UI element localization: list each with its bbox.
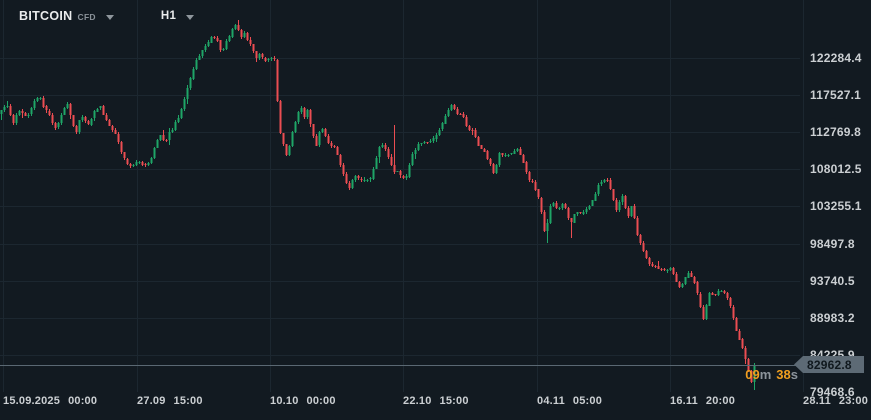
time-axis-label: 28.11 23:00 <box>803 395 869 407</box>
time-axis-label: 27.09 15:00 <box>137 395 203 407</box>
price-axis-label: 112769.8 <box>810 124 861 139</box>
price-axis-label: 98497.8 <box>810 236 855 251</box>
time-axis-label: 16.11 20:00 <box>670 395 736 407</box>
price-axis-label: 117527.1 <box>810 87 861 102</box>
time-axis-label: 22.10 15:00 <box>403 395 469 407</box>
price-axis-label: 103255.1 <box>810 199 862 214</box>
current-price-tag: 82962.8 <box>794 356 864 373</box>
current-price-value: 82962.8 <box>807 357 852 372</box>
price-axis-label: 88983.2 <box>810 310 855 325</box>
timeframe-label: H1 <box>160 10 177 22</box>
instrument-selector[interactable]: BITCOIN CFD <box>19 9 114 23</box>
chevron-down-icon <box>105 14 114 20</box>
countdown-seconds-unit: s <box>790 367 798 382</box>
countdown-seconds: 38 <box>776 367 791 382</box>
time-axis-label: 04.11 05:00 <box>537 395 603 407</box>
time-axis-label: 15.09.2025 00:00 <box>3 395 98 407</box>
candlestick-series <box>0 20 756 390</box>
countdown-minutes: 09 <box>745 367 760 382</box>
timeframe-selector[interactable]: H1 <box>160 10 195 22</box>
time-axis-label: 10.10 00:00 <box>270 395 336 407</box>
instrument-name: BITCOIN <box>19 9 73 23</box>
price-axis-label: 79468.6 <box>810 385 855 400</box>
price-axis-label: 93740.5 <box>810 273 855 288</box>
candle-countdown-timer: 09m 38s <box>745 367 798 382</box>
instrument-type-badge: CFD <box>77 12 96 22</box>
chart-header: BITCOIN CFD H1 <box>19 9 195 23</box>
price-axis-label: 108012.5 <box>810 162 862 177</box>
price-axis-label: 122284.4 <box>810 50 862 65</box>
chevron-down-icon <box>186 14 195 20</box>
countdown-minutes-unit: m <box>759 367 772 382</box>
